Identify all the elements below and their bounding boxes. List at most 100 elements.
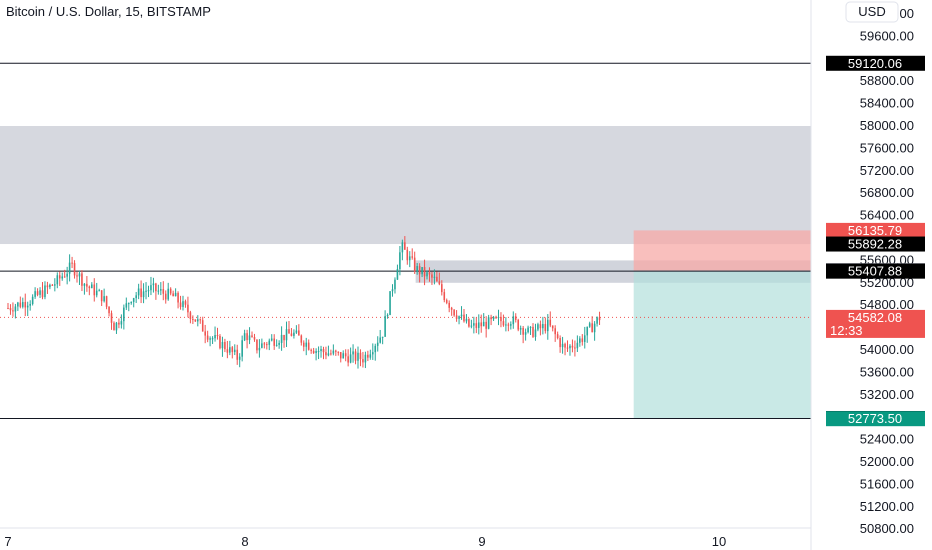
candle-82 [209, 336, 211, 347]
candle-10 [31, 294, 34, 306]
zone-0[interactable] [0, 126, 811, 245]
candle-27 [73, 260, 76, 279]
candle-103 [261, 338, 263, 349]
candle-43 [113, 321, 115, 331]
candle-158 [396, 264, 399, 280]
candle-205 [512, 311, 515, 329]
candle-49 [127, 302, 130, 312]
candle-32 [86, 276, 88, 292]
candle-212 [529, 326, 532, 336]
candle-162 [406, 246, 409, 265]
y-tick-label: 52000.00 [860, 454, 914, 469]
candle-128 [322, 346, 325, 360]
candle-154 [386, 313, 389, 319]
candle-237 [591, 316, 593, 333]
candle-52 [135, 291, 137, 303]
x-tick-label: 7 [4, 534, 11, 549]
candle-80 [204, 324, 206, 344]
candle-182 [455, 310, 458, 322]
candle-4 [17, 301, 19, 311]
candle-46 [120, 314, 123, 329]
candle-226 [564, 342, 566, 356]
candle-1 [9, 304, 12, 315]
symbol-title[interactable]: Bitcoin / U.S. Dollar, 15, BITSTAMP [6, 4, 211, 19]
candle-51 [132, 297, 135, 308]
candle-215 [537, 322, 539, 332]
candle-93 [236, 344, 239, 365]
candle-235 [586, 326, 589, 343]
candle-168 [421, 267, 423, 278]
candle-6 [21, 297, 24, 309]
x-tick-label: 8 [241, 534, 248, 549]
y-tick-label: 50800.00 [860, 521, 914, 536]
candle-180 [450, 306, 453, 316]
candle-239 [596, 316, 598, 327]
candle-55 [142, 283, 145, 304]
candle-184 [460, 306, 463, 320]
y-tick-label: 57600.00 [860, 140, 914, 155]
candle-3 [14, 303, 17, 319]
candle-20 [56, 272, 59, 289]
candle-189 [473, 316, 475, 334]
candle-59 [152, 277, 155, 293]
candle-75 [192, 315, 194, 325]
candle-18 [51, 284, 54, 286]
y-tick-label: 51200.00 [860, 499, 914, 514]
candle-0 [7, 302, 9, 310]
candle-236 [588, 321, 591, 328]
candle-240 [598, 311, 601, 325]
candle-206 [514, 313, 517, 323]
candle-201 [502, 314, 505, 327]
svg-text:55407.88: 55407.88 [848, 264, 902, 279]
candle-188 [470, 319, 473, 329]
candle-223 [556, 331, 559, 340]
candle-12 [36, 288, 39, 297]
candle-211 [527, 325, 529, 334]
candle-61 [157, 284, 160, 295]
candle-133 [335, 349, 337, 356]
y-tick-label: 58400.00 [860, 96, 914, 111]
candle-152 [381, 336, 384, 345]
stop-loss-zone[interactable] [633, 230, 811, 271]
candle-47 [123, 304, 125, 330]
candle-204 [510, 321, 512, 330]
candle-178 [445, 298, 448, 305]
candle-170 [426, 270, 428, 280]
candle-54 [140, 280, 142, 304]
candle-207 [517, 318, 520, 332]
candle-194 [485, 316, 487, 338]
candle-73 [187, 296, 189, 318]
svg-text:55892.28: 55892.28 [848, 237, 902, 252]
position-tool[interactable] [633, 230, 811, 419]
candle-232 [579, 336, 581, 347]
horizontal-lines [0, 62, 811, 419]
time-axis[interactable]: 7 8 9 10 [0, 527, 811, 549]
candle-44 [115, 321, 118, 334]
candle-71 [182, 295, 184, 311]
candle-26 [71, 256, 73, 269]
candle-99 [251, 331, 253, 338]
candle-221 [551, 325, 554, 332]
candle-228 [569, 344, 571, 356]
take-profit-zone[interactable] [633, 270, 811, 419]
currency-button[interactable]: USD [845, 1, 899, 23]
candle-76 [194, 319, 197, 322]
candle-220 [549, 311, 552, 328]
candle-234 [583, 326, 586, 349]
candle-33 [88, 285, 91, 296]
candle-41 [108, 306, 110, 317]
candle-214 [534, 323, 537, 341]
svg-text:52773.50: 52773.50 [848, 411, 902, 426]
candle-37 [98, 288, 100, 292]
candle-94 [238, 353, 241, 368]
candle-120 [302, 340, 305, 352]
candle-169 [423, 259, 426, 286]
y-tick-label: 51600.00 [860, 476, 914, 491]
candle-208 [519, 325, 522, 335]
candle-134 [337, 351, 340, 356]
candle-110 [278, 340, 280, 349]
candles-layer [7, 236, 601, 369]
candle-77 [196, 315, 199, 327]
